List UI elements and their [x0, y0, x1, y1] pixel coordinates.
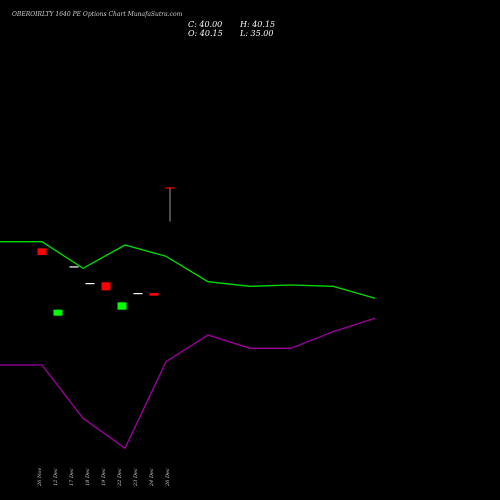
x-tick-label: 18 Dec — [85, 468, 91, 486]
candle-body — [85, 283, 95, 285]
candle-body — [117, 302, 127, 310]
close-value: C: 40.00 — [188, 20, 222, 29]
x-tick-label: 24 Dec — [149, 468, 155, 487]
candle-body — [53, 309, 63, 316]
candle-body — [37, 248, 47, 255]
candle — [165, 187, 175, 222]
candle — [69, 266, 79, 268]
open-value: O: 40.15 — [188, 29, 223, 38]
candle-body — [165, 187, 175, 189]
candle — [85, 283, 95, 285]
indicator-lines — [0, 241, 376, 450]
x-tick-label: 23 Dec — [133, 468, 139, 487]
x-tick-label: 12 Dec — [53, 468, 59, 486]
candle-body — [101, 282, 111, 291]
indicator-line-2 — [0, 317, 376, 450]
candle — [149, 293, 159, 296]
x-tick-label: 22 Dec — [117, 468, 123, 487]
x-tick-label: 19 Dec — [101, 468, 107, 486]
candle — [133, 293, 143, 295]
candle-body — [133, 293, 143, 295]
candles — [37, 187, 175, 316]
x-axis-ticks: 26 Nov 12 Dec 17 Dec 18 Dec 19 Dec 22 Dec 23 D… — [37, 468, 171, 487]
high-value: H: 40.15 — [239, 20, 275, 29]
candle — [37, 248, 47, 255]
candle — [117, 302, 127, 310]
chart-title: OBEROIRLTY 1640 PE Options Chart MunafaS… — [12, 11, 183, 18]
candle — [53, 309, 63, 316]
candle-body — [69, 266, 79, 268]
low-value: L: 35.00 — [239, 29, 273, 38]
indicator-line-1 — [0, 241, 376, 299]
candle — [101, 282, 111, 291]
x-tick-label: 17 Dec — [69, 468, 75, 486]
candle-body — [149, 293, 159, 296]
x-tick-label: 26 Nov — [37, 468, 43, 487]
x-tick-label: 26 Dec — [165, 468, 171, 487]
